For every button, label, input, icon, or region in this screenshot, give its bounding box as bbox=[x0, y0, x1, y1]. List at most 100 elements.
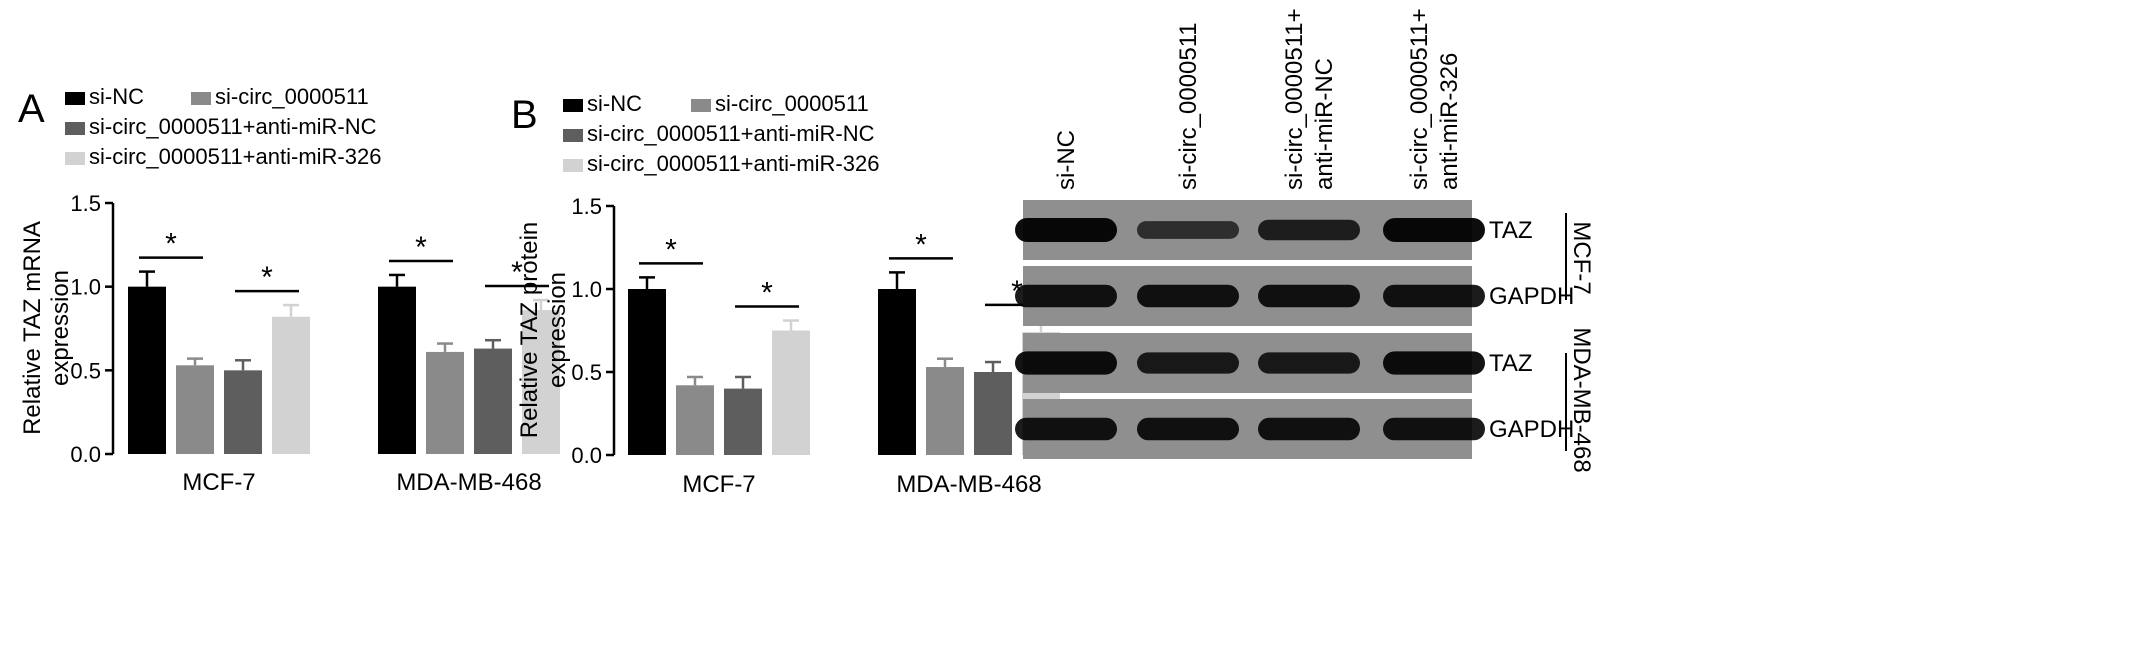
legend: si-NC si-circ_0000511 si-circ_0000511+anti… bbox=[65, 84, 381, 169]
significance-star: * bbox=[261, 261, 273, 294]
blot-row: GAPDH bbox=[1015, 266, 1574, 326]
bar bbox=[676, 385, 714, 455]
error-bar bbox=[937, 357, 953, 368]
x-category-label: MCF-7 bbox=[182, 469, 255, 496]
y-tick-label: 1.5 bbox=[70, 191, 101, 216]
category-group: MDA-MB-468 * * bbox=[378, 231, 560, 496]
lane-label-line: si-circ_0000511+ bbox=[1406, 8, 1433, 190]
y-axis: 0.0 0.5 1.0 1.5 bbox=[70, 191, 115, 467]
blot-band bbox=[1137, 352, 1239, 374]
y-axis: 0.0 0.5 1.0 1.5 bbox=[571, 194, 616, 468]
lane-label-line: si-NC bbox=[1053, 130, 1080, 190]
blot-row: GAPDH bbox=[1015, 399, 1574, 459]
error-bar bbox=[485, 338, 501, 349]
blot-band bbox=[1137, 221, 1239, 239]
legend-swatch bbox=[65, 152, 85, 165]
significance-marker: * bbox=[389, 231, 453, 264]
y-tick-label: 0.5 bbox=[571, 360, 602, 385]
error-bar bbox=[235, 359, 251, 371]
blot-band bbox=[1258, 219, 1360, 241]
legend-item: si-circ_0000511+anti-miR-NC bbox=[563, 121, 875, 146]
legend-item: si-circ_0000511 bbox=[691, 91, 869, 116]
y-axis-title: Relative TAZ protein bbox=[516, 222, 543, 439]
bar bbox=[878, 289, 916, 455]
legend-swatch bbox=[563, 159, 583, 172]
bar bbox=[926, 367, 964, 455]
blot-band bbox=[1015, 218, 1117, 242]
legend-item: si-circ_0000511 bbox=[191, 84, 369, 109]
legend-item: si-NC bbox=[65, 84, 144, 109]
blot-band bbox=[1015, 417, 1117, 441]
blot-band bbox=[1015, 351, 1117, 375]
bar bbox=[772, 330, 810, 455]
y-axis-title: Relative TAZ mRNA bbox=[19, 221, 46, 435]
blot-band bbox=[1137, 284, 1239, 308]
protein-label: GAPDH bbox=[1489, 283, 1574, 310]
legend-swatch bbox=[563, 129, 583, 142]
error-bar bbox=[389, 273, 405, 287]
significance-marker: * bbox=[889, 228, 953, 261]
significance-marker: * bbox=[139, 228, 203, 261]
legend-label: si-circ_0000511+anti-miR-NC bbox=[89, 114, 377, 139]
significance-star: * bbox=[415, 231, 427, 264]
significance-marker: * bbox=[485, 256, 549, 289]
error-bar bbox=[533, 298, 549, 311]
bar bbox=[426, 351, 464, 454]
legend-swatch bbox=[691, 99, 711, 112]
blot-band bbox=[1383, 351, 1485, 375]
y-axis-title-line2: expression bbox=[47, 270, 74, 386]
y-tick-label: 0.0 bbox=[70, 442, 101, 467]
panel-label: A bbox=[18, 87, 45, 131]
protein-label: TAZ bbox=[1489, 217, 1533, 244]
category-group: MCF-7 * * bbox=[128, 228, 310, 496]
error-bar bbox=[139, 270, 155, 287]
legend-item: si-NC bbox=[563, 91, 642, 116]
bar bbox=[522, 310, 560, 454]
legend-label: si-circ_0000511 bbox=[215, 84, 369, 109]
error-bar bbox=[889, 271, 905, 289]
category-group: MCF-7 * * bbox=[628, 233, 810, 498]
legend-item: si-circ_0000511+anti-miR-NC bbox=[65, 114, 377, 139]
protein-label: GAPDH bbox=[1489, 416, 1574, 443]
lane-label: si-NC bbox=[1053, 130, 1080, 190]
x-category-label: MDA-MB-468 bbox=[396, 469, 541, 496]
bar bbox=[628, 289, 666, 455]
significance-marker: * bbox=[235, 261, 299, 294]
legend-label: si-circ_0000511+anti-miR-326 bbox=[89, 144, 381, 169]
blot-band bbox=[1383, 417, 1485, 441]
legend: si-NC si-circ_0000511 si-circ_0000511+anti… bbox=[563, 91, 879, 176]
bar bbox=[128, 286, 166, 454]
blot-band bbox=[1258, 284, 1360, 308]
lane-label: si-circ_0000511+ anti-miR-326 bbox=[1406, 8, 1463, 190]
western-blot-panel: si-NC si-circ_0000511 si-circ_0000511+ anti… bbox=[1015, 8, 1595, 473]
error-bar bbox=[687, 375, 703, 386]
legend-swatch bbox=[65, 92, 85, 105]
blot-band bbox=[1383, 284, 1485, 308]
error-bar bbox=[187, 357, 203, 366]
legend-label: si-circ_0000511+anti-miR-NC bbox=[587, 121, 875, 146]
panel-label: B bbox=[511, 93, 538, 137]
blot-band bbox=[1137, 417, 1239, 441]
significance-star: * bbox=[761, 277, 773, 310]
legend-item: si-circ_0000511+anti-miR-326 bbox=[563, 151, 879, 176]
lane-label-line: si-circ_0000511+ bbox=[1281, 8, 1308, 190]
lane-label-line: si-circ_0000511 bbox=[1175, 22, 1202, 190]
significance-star: * bbox=[165, 228, 177, 261]
y-tick-label: 0.5 bbox=[70, 358, 101, 383]
blot-row: TAZ bbox=[1015, 200, 1533, 260]
significance-star: * bbox=[511, 256, 523, 289]
legend-item: si-circ_0000511+anti-miR-326 bbox=[65, 144, 381, 169]
significance-marker: * bbox=[639, 233, 703, 266]
lane-label: si-circ_0000511 bbox=[1175, 22, 1202, 190]
y-axis-title-line2: expression bbox=[544, 272, 571, 388]
legend-label: si-circ_0000511 bbox=[715, 91, 869, 116]
cell-line-brackets: MCF-7 MDA-MB-468 bbox=[1565, 213, 1595, 473]
bar bbox=[724, 388, 762, 455]
bar bbox=[176, 365, 214, 454]
cell-line-label: MDA-MB-468 bbox=[1568, 327, 1595, 472]
legend-label: si-NC bbox=[587, 91, 642, 116]
bar bbox=[474, 348, 512, 454]
legend-label: si-NC bbox=[89, 84, 144, 109]
